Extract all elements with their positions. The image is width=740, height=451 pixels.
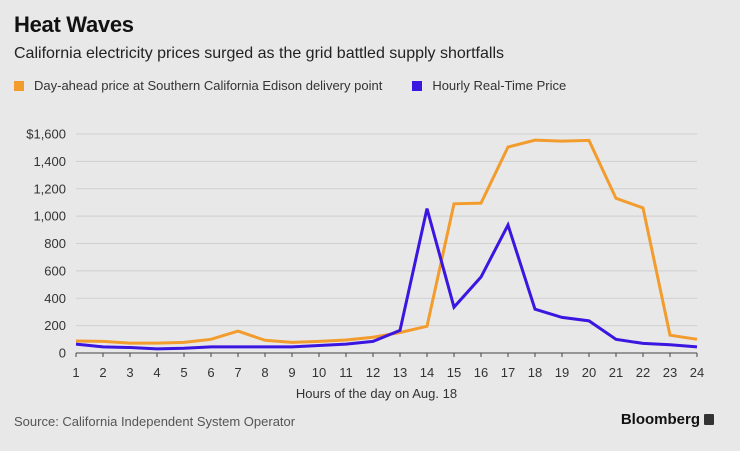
legend-label-day-ahead: Day-ahead price at Southern California E…: [34, 78, 383, 93]
x-tick-label: 13: [393, 365, 407, 380]
series-line-real-time: [75, 208, 698, 351]
x-tick-label: 18: [528, 365, 542, 380]
x-tick-label: 22: [636, 365, 650, 380]
x-tick-label: 8: [261, 365, 268, 380]
y-tick-label: 1,000: [33, 209, 66, 224]
series-line-day-ahead: [75, 138, 698, 345]
brand-logo: Bloomberg: [621, 411, 714, 428]
x-tick-label: 6: [207, 365, 214, 380]
y-tick-label: 600: [44, 263, 66, 278]
y-tick-label: 0: [59, 346, 66, 361]
x-tick-label: 14: [420, 365, 434, 380]
series-lines: [75, 138, 698, 351]
bloomberg-mark-icon: [704, 414, 714, 425]
x-tick-label: 20: [582, 365, 596, 380]
x-tick-label: 3: [126, 365, 133, 380]
y-tick-label: 1,200: [33, 181, 66, 196]
x-tick-label: 24: [690, 365, 704, 380]
x-tick-label: 9: [288, 365, 295, 380]
x-tick-label: 23: [663, 365, 677, 380]
y-tick-label: $1,600: [26, 127, 66, 142]
chart-subtitle: California electricity prices surged as …: [14, 45, 505, 62]
gridlines: [76, 133, 697, 354]
x-tick-label: 2: [99, 365, 106, 380]
brand-name: Bloomberg: [620, 411, 700, 428]
legend-label-real-time: Hourly Real-Time Price: [432, 78, 567, 93]
x-tick-label: 15: [447, 365, 461, 380]
x-tick-label: 1: [72, 365, 79, 380]
x-axis-ticks: 1 2 3 4 5 6 7 8 9 10 11 12 13 14 15 16 17 18 19 20 21 22 23 24: [72, 353, 704, 380]
x-tick-label: 12: [366, 365, 380, 380]
legend-swatch-real-time: [412, 80, 423, 91]
x-tick-label: 19: [555, 365, 569, 380]
x-tick-label: 5: [180, 365, 187, 380]
source-note: Source: California Independent System Op…: [14, 414, 296, 429]
x-axis-title: Hours of the day on Aug. 18: [296, 386, 457, 401]
x-tick-label: 17: [501, 365, 515, 380]
legend-item-day-ahead: Day-ahead price at Southern California E…: [14, 78, 382, 93]
legend-item-real-time: Hourly Real-Time Price: [412, 78, 566, 93]
legend: Day-ahead price at Southern California E…: [14, 78, 596, 93]
y-tick-label: 200: [44, 318, 66, 333]
y-tick-label: 800: [44, 236, 66, 251]
x-tick-label: 7: [234, 365, 241, 380]
x-tick-label: 11: [339, 365, 353, 380]
y-axis-ticks: 0 200 400 600 800 1,000 1,200 1,400 $1,600: [26, 127, 66, 361]
legend-swatch-day-ahead: [14, 80, 24, 91]
chart-title: Heat Waves: [14, 12, 134, 37]
y-tick-label: 1,400: [33, 154, 66, 169]
y-tick-label: 400: [44, 291, 66, 306]
x-tick-label: 16: [474, 365, 488, 380]
x-tick-label: 4: [153, 365, 160, 380]
x-tick-label: 21: [609, 365, 623, 380]
x-tick-label: 10: [312, 365, 326, 380]
